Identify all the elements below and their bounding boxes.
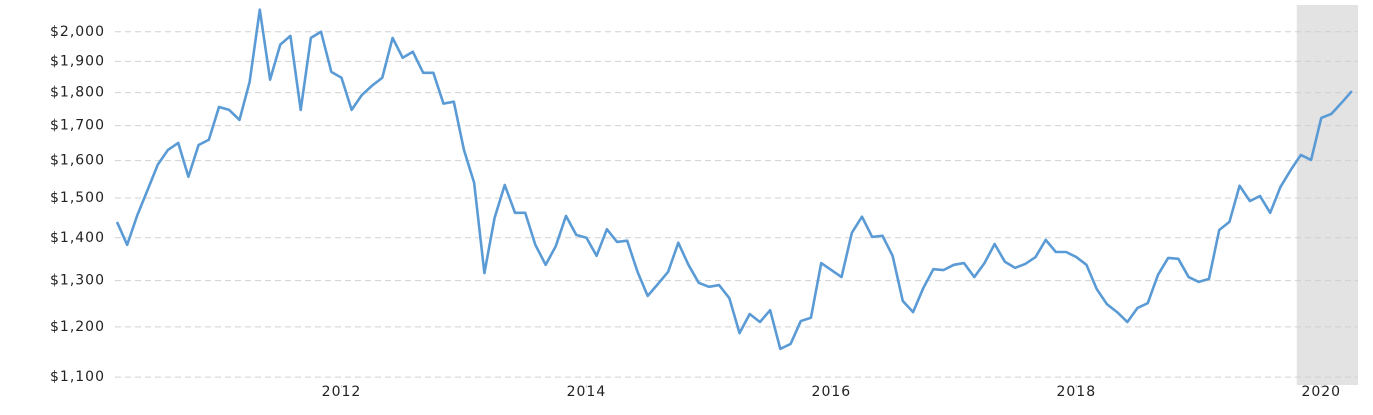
- y-tick-label: $1,400: [50, 230, 105, 246]
- y-tick-label: $1,100: [50, 369, 105, 385]
- y-tick-label: $1,200: [50, 319, 105, 335]
- x-tick-label: 2016: [812, 384, 852, 400]
- y-tick-label: $1,700: [50, 118, 105, 134]
- y-tick-label: $2,000: [50, 24, 105, 40]
- price-line: [115, 8, 1353, 351]
- y-tick-label: $1,600: [50, 153, 105, 169]
- y-tick-label: $1,300: [50, 273, 105, 289]
- x-tick-label: 2020: [1301, 384, 1341, 400]
- x-tick-label: 2018: [1056, 384, 1096, 400]
- x-tick-label: 2012: [322, 384, 362, 400]
- y-tick-label: $1,900: [50, 53, 105, 69]
- shaded-region: [1296, 5, 1358, 385]
- y-tick-label: $1,500: [50, 190, 105, 206]
- y-tick-label: $1,800: [50, 85, 105, 101]
- x-tick-label: 2014: [567, 384, 607, 400]
